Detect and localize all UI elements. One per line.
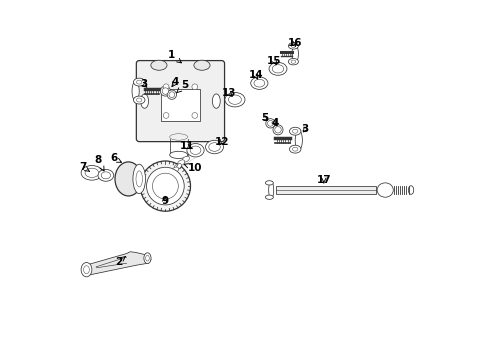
Ellipse shape <box>190 146 201 154</box>
Text: 3: 3 <box>302 124 309 134</box>
Text: 3: 3 <box>140 79 147 89</box>
Ellipse shape <box>170 151 188 158</box>
Polygon shape <box>83 252 151 275</box>
Ellipse shape <box>136 171 143 187</box>
Ellipse shape <box>162 88 169 94</box>
Ellipse shape <box>292 45 298 62</box>
Ellipse shape <box>160 86 171 96</box>
Ellipse shape <box>115 162 142 196</box>
Ellipse shape <box>408 186 414 194</box>
Ellipse shape <box>98 170 114 181</box>
Ellipse shape <box>137 80 142 84</box>
Ellipse shape <box>177 160 185 166</box>
Ellipse shape <box>254 79 265 87</box>
Bar <box>161 89 200 121</box>
Text: 7: 7 <box>79 162 90 172</box>
Ellipse shape <box>377 183 393 197</box>
Ellipse shape <box>141 94 148 108</box>
Circle shape <box>192 84 197 90</box>
Ellipse shape <box>152 173 178 199</box>
Ellipse shape <box>174 163 182 169</box>
Ellipse shape <box>133 78 145 86</box>
Ellipse shape <box>167 90 176 99</box>
Ellipse shape <box>144 253 151 264</box>
Ellipse shape <box>81 262 92 277</box>
Text: 11: 11 <box>180 141 194 151</box>
Text: 14: 14 <box>248 70 263 80</box>
Ellipse shape <box>291 44 296 48</box>
Ellipse shape <box>251 77 268 89</box>
Circle shape <box>163 113 169 118</box>
Text: 5: 5 <box>176 80 188 93</box>
Text: 8: 8 <box>95 155 104 171</box>
Ellipse shape <box>289 42 298 49</box>
Ellipse shape <box>182 156 190 162</box>
Text: 10: 10 <box>184 163 202 173</box>
Text: 15: 15 <box>267 56 282 66</box>
Ellipse shape <box>269 62 287 75</box>
Text: 17: 17 <box>317 175 331 185</box>
Ellipse shape <box>290 127 301 135</box>
Ellipse shape <box>133 96 145 104</box>
Text: 4: 4 <box>172 77 179 87</box>
Ellipse shape <box>225 93 245 107</box>
Text: 1: 1 <box>168 50 181 63</box>
Ellipse shape <box>151 60 167 70</box>
FancyBboxPatch shape <box>136 60 224 141</box>
Text: 13: 13 <box>221 88 236 98</box>
Ellipse shape <box>293 129 298 133</box>
Ellipse shape <box>146 255 149 261</box>
Ellipse shape <box>275 127 281 133</box>
Text: 16: 16 <box>288 38 302 48</box>
Ellipse shape <box>266 195 273 199</box>
Ellipse shape <box>147 167 184 205</box>
Ellipse shape <box>212 94 220 108</box>
Ellipse shape <box>85 168 98 177</box>
Text: 5: 5 <box>261 113 269 123</box>
Ellipse shape <box>272 65 284 73</box>
Text: 9: 9 <box>161 196 168 206</box>
Ellipse shape <box>273 125 283 135</box>
Circle shape <box>163 84 169 90</box>
Ellipse shape <box>133 164 146 194</box>
Ellipse shape <box>140 161 191 211</box>
Ellipse shape <box>187 144 204 157</box>
Ellipse shape <box>209 143 221 151</box>
Text: 4: 4 <box>271 118 278 128</box>
Ellipse shape <box>269 181 274 199</box>
Ellipse shape <box>169 92 175 98</box>
Ellipse shape <box>205 140 223 154</box>
Ellipse shape <box>194 60 210 70</box>
Text: 6: 6 <box>110 153 122 163</box>
Ellipse shape <box>132 81 139 101</box>
Ellipse shape <box>170 134 188 140</box>
Ellipse shape <box>293 147 298 151</box>
Ellipse shape <box>289 58 298 65</box>
Ellipse shape <box>268 121 273 126</box>
Ellipse shape <box>172 167 179 173</box>
Ellipse shape <box>290 145 301 153</box>
Bar <box>276 186 376 194</box>
Ellipse shape <box>228 95 242 104</box>
Ellipse shape <box>137 98 142 102</box>
Ellipse shape <box>81 166 102 180</box>
Text: 12: 12 <box>215 137 229 147</box>
Ellipse shape <box>266 181 273 185</box>
Ellipse shape <box>295 130 302 150</box>
Ellipse shape <box>101 172 111 179</box>
Ellipse shape <box>84 266 89 274</box>
Ellipse shape <box>291 60 296 63</box>
Text: 2: 2 <box>115 256 125 267</box>
Ellipse shape <box>266 119 275 128</box>
Circle shape <box>192 113 197 118</box>
